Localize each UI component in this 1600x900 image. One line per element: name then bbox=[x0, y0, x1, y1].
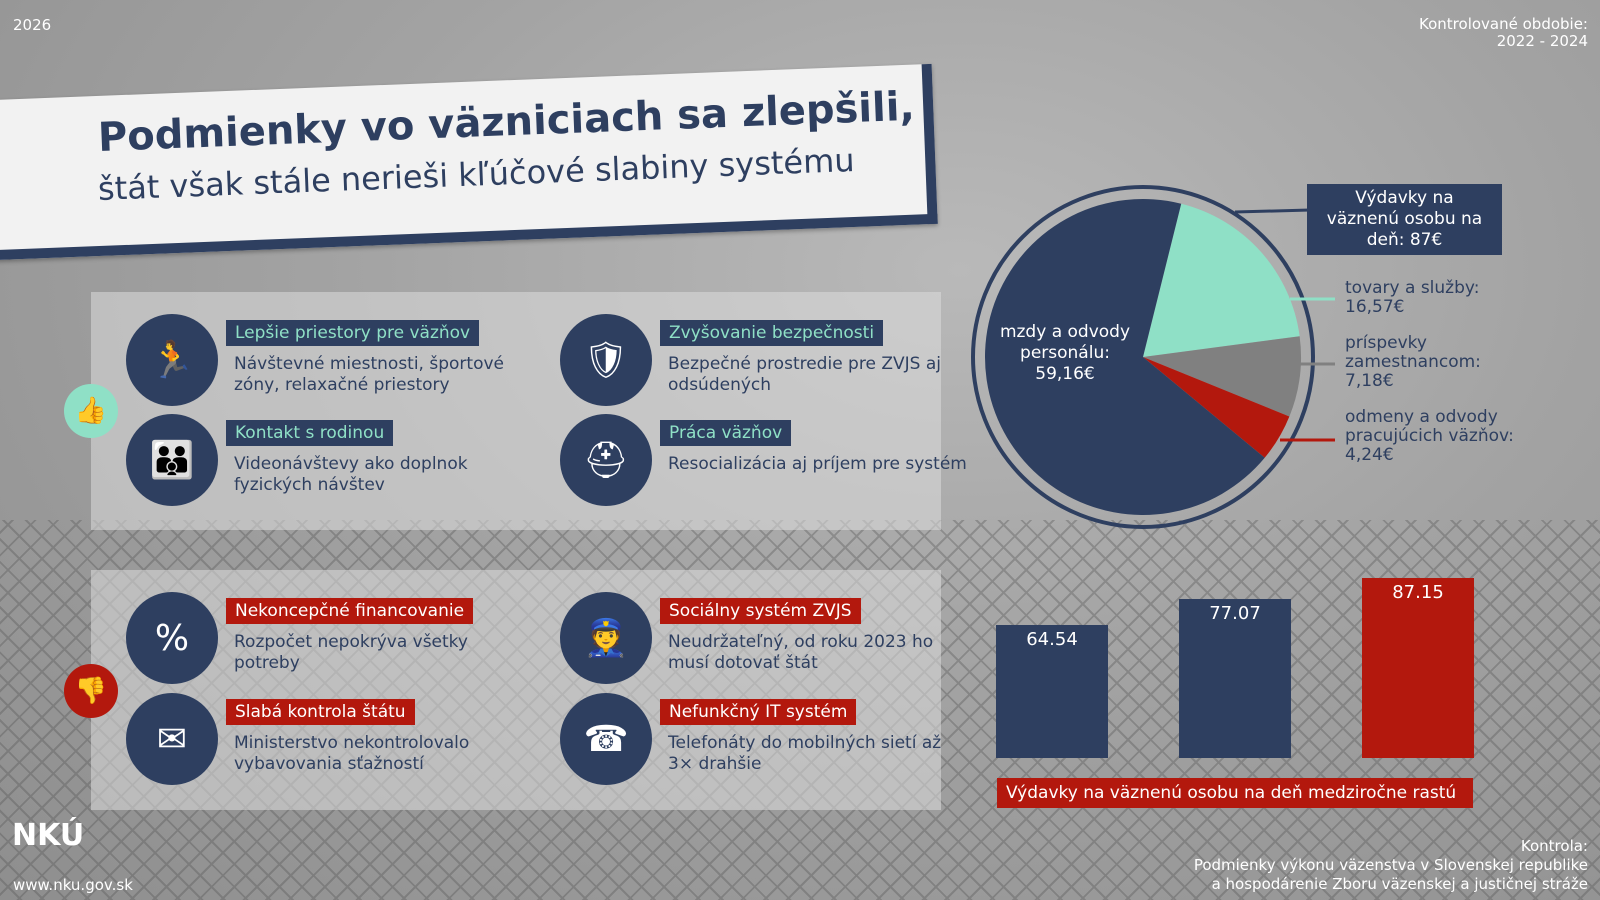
positive-item: 🛡 Zvyšovanie bezpečnosti Bezpečné prostr… bbox=[525, 314, 945, 409]
pie-ring bbox=[971, 185, 1315, 529]
pie-label-goods: tovary a služby: 16,57€ bbox=[1345, 278, 1480, 317]
bar-value-label: 87.15 bbox=[1392, 582, 1444, 603]
item-description: Resocializácia aj príjem pre systém bbox=[668, 454, 967, 474]
bar bbox=[1179, 598, 1291, 758]
control-line2: a hospodárenie Zboru väzenskej a justičn… bbox=[1211, 875, 1588, 893]
worker-icon: ⛑ bbox=[560, 414, 652, 506]
item-title: Kontakt s rodinou bbox=[226, 420, 394, 446]
positive-item: ⛑ Práca väzňov Resocializácia aj príjem … bbox=[525, 414, 967, 509]
thumbs-up-icon: 👍 bbox=[64, 384, 118, 438]
item-title: Nekoncepčné financovanie bbox=[226, 598, 474, 624]
year: 2026 bbox=[13, 16, 52, 34]
item-title: Nefunkčný IT systém bbox=[660, 699, 857, 725]
officer-icon: 👮 bbox=[560, 592, 652, 684]
pie-chart bbox=[971, 185, 1315, 529]
nku-url[interactable]: www.nku.gov.sk bbox=[13, 876, 133, 894]
item-description: Návštevné miestnosti, športové zóny, rel… bbox=[234, 354, 504, 395]
item-description: Bezpečné prostredie pre ZVJS aj odsúdený… bbox=[668, 354, 941, 395]
positive-item: 👪 Kontakt s rodinou Videonávštevy ako do… bbox=[91, 414, 511, 509]
pie-title: Výdavky na väznenú osobu na deň: 87€ bbox=[1307, 184, 1502, 255]
item-title: Sociálny systém ZVJS bbox=[660, 598, 861, 624]
shield-hands-icon: 🛡 bbox=[560, 314, 652, 406]
negative-item: 👮 Sociálny systém ZVJS Neudržateľný, od … bbox=[525, 592, 945, 687]
bar-chart-title: Výdavky na väznenú osobu na deň medziroč… bbox=[997, 778, 1473, 808]
item-description: Ministerstvo nekontrolovalo vybavovania … bbox=[234, 733, 470, 774]
pie-slice bbox=[985, 198, 1265, 515]
bar bbox=[996, 624, 1108, 758]
sports-icon: 🏃 bbox=[126, 314, 218, 406]
percent-chart-icon: % bbox=[126, 592, 218, 684]
pie-label-contributions: príspevky zamestnancom: 7,18€ bbox=[1345, 333, 1481, 391]
bar bbox=[1362, 578, 1474, 758]
item-title: Zvyšovanie bezpečnosti bbox=[660, 320, 884, 346]
pie-slice bbox=[1143, 203, 1300, 357]
pie-label-prisoners: odmeny a odvody pracujúcich väzňov: 4,24… bbox=[1345, 407, 1514, 465]
thumbs-down-icon: 👎 bbox=[64, 664, 118, 718]
nku-logo: NKÚ bbox=[12, 818, 85, 853]
period: Kontrolované obdobie: 2022 - 2024 bbox=[1419, 16, 1588, 50]
item-title: Práca väzňov bbox=[660, 420, 792, 446]
control-line1: Podmienky výkonu väzenstva v Slovenskej … bbox=[1193, 856, 1588, 874]
positive-item: 🏃 Lepšie priestory pre väzňov Návštevné … bbox=[91, 314, 511, 409]
negative-item: ☎ Nefunkčný IT systém Telefonáty do mobi… bbox=[525, 693, 945, 788]
bar-value-label: 64.54 bbox=[1026, 628, 1078, 650]
negative-item: % Nekoncepčné financovanie Rozpočet nepo… bbox=[91, 592, 511, 687]
item-description: Neudržateľný, od roku 2023 ho musí dotov… bbox=[668, 632, 934, 673]
period-value: 2022 - 2024 bbox=[1496, 32, 1588, 50]
period-label: Kontrolované obdobie: bbox=[1419, 15, 1588, 33]
control-info: Kontrola: Podmienky výkonu väzenstva v S… bbox=[1194, 837, 1588, 894]
item-description: Telefonáty do mobilných sietí až 3× drah… bbox=[668, 733, 942, 774]
pie-slice bbox=[1143, 336, 1301, 417]
bar-value-label: 77.07 bbox=[1209, 602, 1261, 624]
item-description: Videonávštevy ako doplnok fyzických návš… bbox=[234, 454, 468, 495]
angry-phone-icon: ☎ bbox=[560, 693, 652, 785]
item-title: Lepšie priestory pre väzňov bbox=[226, 320, 480, 346]
pie-slice bbox=[1143, 357, 1290, 458]
negative-item: ✉ Slabá kontrola štátu Ministerstvo neko… bbox=[91, 693, 511, 788]
item-title: Slabá kontrola štátu bbox=[226, 699, 415, 725]
item-description: Rozpočet nepokrýva všetky potreby bbox=[234, 632, 468, 673]
family-icon: 👪 bbox=[126, 414, 218, 506]
control-label: Kontrola: bbox=[1520, 837, 1588, 855]
warning-mail-icon: ✉ bbox=[126, 693, 218, 785]
pie-label-wages: mzdy a odvody personálu: 59,16€ bbox=[999, 322, 1131, 384]
